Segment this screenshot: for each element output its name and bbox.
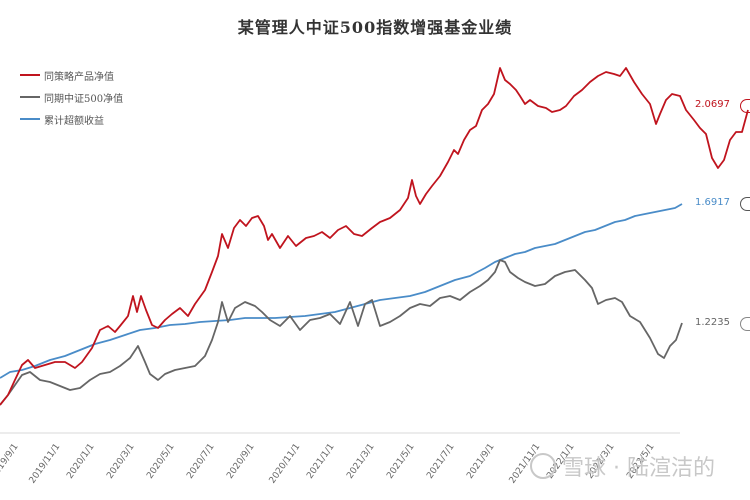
legend-item-product[interactable]: 同策略产品净值 [20, 64, 123, 86]
x-tick: 2021/1/1 [305, 442, 337, 481]
end-marker-excess-icon [740, 197, 750, 211]
x-tick: 2020/1/1 [65, 442, 97, 481]
x-tick: 2019/11/1 [27, 442, 63, 486]
watermark-text: 雪球 · 陆渲洁的 [562, 456, 715, 481]
x-tick: 2021/5/1 [385, 442, 417, 481]
x-tick: 2021/7/1 [425, 442, 457, 481]
watermark: 雪球 · 陆渲洁的 [530, 450, 715, 482]
series-product-line [0, 67, 749, 406]
end-label-excess: 1.6917 [695, 197, 730, 208]
x-tick: 2020/5/1 [145, 442, 177, 481]
legend-label: 同策略产品净值 [44, 71, 114, 83]
legend-swatch-red [20, 74, 40, 76]
legend-label: 同期中证500净值 [44, 93, 124, 105]
legend-item-index[interactable]: 同期中证500净值 [20, 86, 123, 108]
end-label-product: 2.0697 [695, 99, 730, 110]
legend-label: 累计超额收益 [44, 115, 104, 127]
x-tick: 2020/7/1 [185, 442, 217, 481]
x-tick: 2020/11/1 [267, 442, 303, 486]
chart-legend: 同策略产品净值 同期中证500净值 累计超额收益 [20, 64, 123, 130]
x-tick: 2020/9/1 [225, 442, 257, 481]
end-marker-product-icon [740, 99, 750, 113]
legend-swatch-blue [20, 118, 40, 120]
end-marker-index-icon [740, 317, 750, 331]
x-tick: 2021/3/1 [345, 442, 377, 481]
legend-swatch-gray [20, 96, 40, 98]
series-index-line [0, 259, 683, 406]
end-label-index: 1.2235 [695, 317, 730, 328]
x-tick: 2021/9/1 [465, 442, 497, 481]
x-tick: 2019/9/1 [0, 442, 21, 481]
x-tick: 2020/3/1 [105, 442, 137, 481]
snowball-logo-icon [530, 453, 556, 479]
legend-item-excess[interactable]: 累计超额收益 [20, 108, 123, 130]
chart-title: 某管理人中证500指数增强基金业绩 [237, 18, 513, 37]
series-excess-line [0, 203, 683, 379]
